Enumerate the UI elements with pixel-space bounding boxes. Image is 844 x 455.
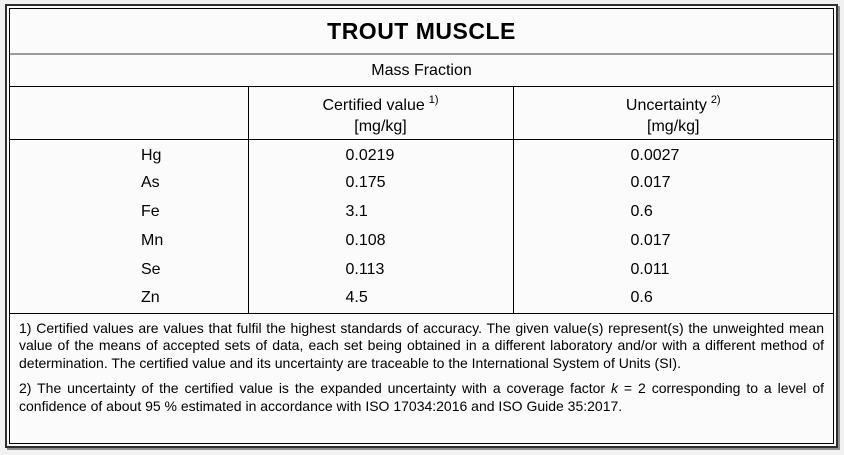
footnote-2: 2) The uncertainty of the certified valu… — [19, 380, 824, 415]
uncertainty-unit: [mg/kg] — [647, 118, 700, 136]
uncertainty-value: 0.017 — [512, 168, 833, 197]
header-row: Certified value 1) [mg/kg] Uncertainty 2) … — [10, 87, 833, 140]
table-row: Fe 3.1 0.6 — [10, 197, 833, 226]
certified-value-label: Certified value — [322, 97, 425, 115]
mass-fraction-table: Certified value 1) [mg/kg] Uncertainty 2) … — [10, 87, 833, 314]
table-row: Mn 0.108 0.017 — [10, 226, 833, 255]
footnote-2-text-post: = 2 corresponding to a level of confiden… — [19, 380, 824, 414]
element-symbol: Fe — [141, 202, 160, 220]
footnote-2-marker: 2) — [710, 94, 721, 107]
table-row: Zn 4.5 0.6 — [10, 284, 833, 313]
uncertainty-value: 0.6 — [512, 197, 833, 226]
element-symbol: Se — [141, 260, 161, 278]
mass-fraction-label: Mass Fraction — [371, 61, 472, 79]
subtitle-row: Mass Fraction — [10, 55, 833, 87]
uncertainty-value: 0.0027 — [512, 139, 833, 168]
uncertainty-value: 0.011 — [512, 255, 833, 284]
footnote-1-marker: 1) — [428, 94, 439, 107]
certified-value: 0.175 — [247, 168, 513, 197]
certificate-table-frame: TROUT MUSCLE Mass Fraction Certified val… — [5, 4, 838, 448]
footnotes-section: 1) Certified values are values that fulf… — [10, 314, 833, 444]
uncertainty-value: 0.6 — [512, 284, 833, 313]
footnote-2-text-pre: 2) The uncertainty of the certified valu… — [19, 380, 611, 397]
table-row: As 0.175 0.017 — [10, 168, 833, 197]
element-symbol: Mn — [141, 231, 164, 249]
certified-value: 0.0219 — [247, 139, 513, 168]
certificate-table: TROUT MUSCLE Mass Fraction Certified val… — [9, 8, 834, 444]
uncertainty-column-header: Uncertainty 2) [mg/kg] — [512, 87, 833, 140]
certified-value: 0.108 — [247, 226, 513, 255]
coverage-factor-k: k — [610, 380, 618, 397]
element-column-header — [10, 87, 248, 140]
element-symbol: Zn — [141, 289, 160, 307]
certified-value: 3.1 — [247, 197, 513, 226]
uncertainty-value: 0.017 — [512, 226, 833, 255]
element-symbol: As — [141, 173, 160, 191]
uncertainty-label: Uncertainty — [625, 97, 707, 115]
table-row: Se 0.113 0.011 — [10, 255, 833, 284]
title-row: TROUT MUSCLE — [10, 9, 833, 55]
table-row: Hg 0.0219 0.0027 — [10, 139, 833, 168]
table-title: TROUT MUSCLE — [327, 17, 516, 44]
certified-value-column-header: Certified value 1) [mg/kg] — [247, 87, 513, 140]
certified-value-unit: [mg/kg] — [354, 118, 407, 136]
element-symbol: Hg — [141, 146, 162, 164]
certified-value: 0.113 — [247, 255, 513, 284]
certified-value: 4.5 — [247, 284, 513, 313]
footnote-1: 1) Certified values are values that fulf… — [19, 319, 824, 371]
